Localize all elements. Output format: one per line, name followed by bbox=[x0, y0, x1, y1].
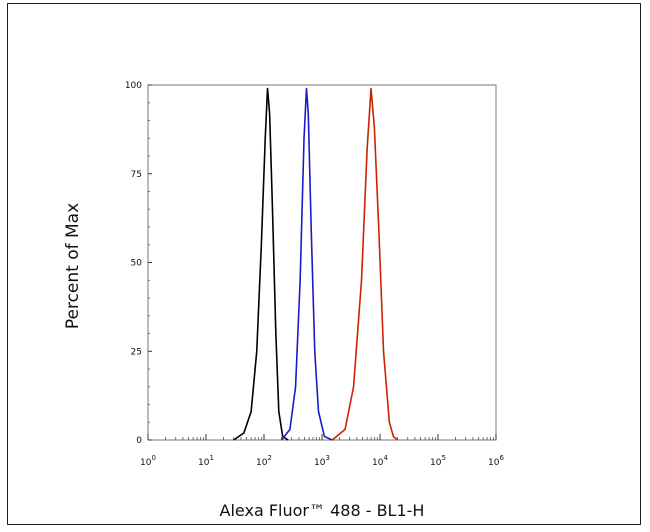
histogram-curve-3 bbox=[331, 87, 398, 441]
x-tick-exponent: 1 bbox=[209, 454, 213, 462]
x-tick-exponent: 5 bbox=[441, 454, 445, 462]
x-tick-exponent: 3 bbox=[325, 454, 329, 462]
x-tick-label: 100 bbox=[140, 454, 156, 468]
x-tick-label: 105 bbox=[430, 454, 446, 468]
y-tick-label: 25 bbox=[131, 347, 142, 357]
histogram-curve-1 bbox=[233, 87, 289, 441]
x-tick-label: 101 bbox=[198, 454, 214, 468]
x-axis-ticks: 100 101 102 103 104 105 106 bbox=[140, 434, 504, 468]
x-tick-base: 10 bbox=[488, 458, 500, 468]
y-axis-ticks: 0 25 50 75 100 bbox=[125, 81, 152, 446]
x-tick-label: 103 bbox=[314, 454, 330, 468]
x-tick-label: 102 bbox=[256, 454, 272, 468]
y-tick-label: 75 bbox=[131, 170, 142, 180]
x-tick-base: 10 bbox=[430, 458, 442, 468]
x-axis-label: Alexa Fluor™ 488 - BL1-H bbox=[220, 501, 425, 520]
y-tick-label: 100 bbox=[125, 81, 142, 91]
y-axis-label: Percent of Max bbox=[63, 203, 83, 329]
y-tick-label: 0 bbox=[136, 436, 142, 446]
x-tick-label: 104 bbox=[372, 454, 388, 468]
x-tick-label: 106 bbox=[488, 454, 504, 468]
y-tick-label: 50 bbox=[131, 259, 143, 269]
histogram-curve-2 bbox=[280, 87, 333, 441]
x-tick-exponent: 2 bbox=[267, 454, 271, 462]
x-tick-base: 10 bbox=[256, 458, 268, 468]
x-tick-base: 10 bbox=[314, 458, 326, 468]
chart-frame: 0 25 50 75 100 100 101 102 103 104 105 106 Percent… bbox=[7, 3, 641, 525]
x-tick-exponent: 4 bbox=[383, 454, 388, 462]
x-tick-base: 10 bbox=[372, 458, 384, 468]
x-tick-base: 10 bbox=[198, 458, 210, 468]
x-tick-exponent: 6 bbox=[499, 454, 504, 462]
series-layer bbox=[233, 87, 398, 441]
x-tick-base: 10 bbox=[140, 458, 152, 468]
x-tick-exponent: 0 bbox=[151, 454, 155, 462]
plot-area bbox=[147, 84, 497, 441]
